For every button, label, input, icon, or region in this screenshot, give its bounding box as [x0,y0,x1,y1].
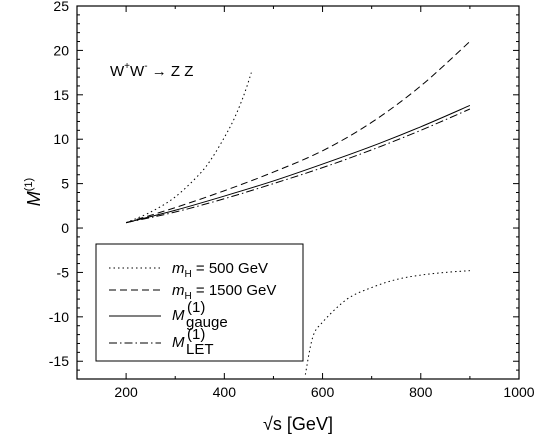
legend-label-mgauge-sup: (1) [187,299,205,316]
series-mgauge-line [125,105,471,224]
y-tick-label: 0 [61,220,69,236]
y-axis-title: M(1) [23,178,44,206]
y-tick-label: 5 [61,176,69,192]
legend-label-mgauge: M [172,307,185,324]
y-tick-label: -15 [49,353,69,369]
axis-ticks [76,5,520,380]
series-mh1500-line [125,41,471,224]
legend: mH = 500 GeV mH = 1500 GeV M (1) gauge M… [95,243,304,362]
legend-box [95,243,304,362]
x-tick-label: 400 [213,384,237,400]
legend-label-mlet-sup: (1) [187,326,205,343]
y-tick-label: 10 [53,131,69,147]
series-mh500-line [125,72,252,224]
tick-labels: 200 400 600 800 1000 -15 -10 -5 0 5 10 15 20 25 [49,0,535,400]
series-mh500-line [304,270,470,375]
legend-label-mh1500: mH = 1500 GeV [172,282,276,302]
series-mlet-line [126,108,471,224]
legend-label-mgauge-sub: gauge [186,314,228,331]
x-tick-label: 600 [311,384,335,400]
series-layer [125,41,471,375]
y-tick-label: 20 [53,42,69,58]
y-tick-label: -10 [49,309,69,325]
y-tick-label: -5 [57,264,70,280]
x-tick-label: 1000 [503,384,534,400]
y-tick-label: 25 [53,0,69,14]
x-tick-label: 800 [409,384,433,400]
legend-label-mlet: M [172,334,185,351]
legend-label-mh500: mH = 500 GeV [172,260,268,280]
x-axis-title: √s [GeV] [263,414,333,434]
annotation-process: W+W- → Z Z [110,61,193,80]
x-tick-label: 200 [114,384,138,400]
legend-label-mlet-sub: LET [186,341,214,358]
y-tick-label: 15 [53,87,69,103]
